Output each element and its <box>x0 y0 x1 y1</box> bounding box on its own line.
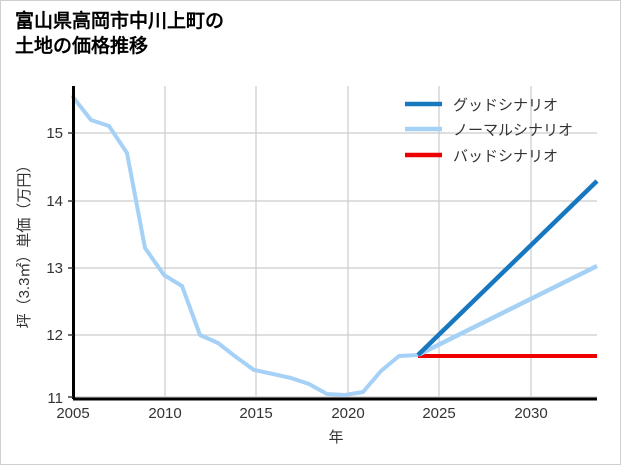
axis-spines <box>72 86 597 401</box>
x-tick-label: 2015 <box>239 405 272 422</box>
series-historical-line <box>71 95 420 397</box>
y-tick-label: 11 <box>47 390 63 407</box>
y-tick-marks <box>68 132 73 398</box>
y-axis-label: 坪（3.3㎡）単価（万円） <box>16 158 33 329</box>
legend-label-good-scenario: グッドシナリオ <box>453 97 558 114</box>
x-tick-label: 2005 <box>56 405 89 422</box>
y-tick-label: 15 <box>46 125 63 142</box>
y-tick-label: 14 <box>46 193 63 210</box>
legend-label-bad-scenario: バッドシナリオ <box>453 148 558 165</box>
x-tick-label: 2025 <box>422 405 455 422</box>
y-tick-labels: 15 14 13 12 11 <box>46 125 63 407</box>
y-tick-label: 12 <box>46 327 63 344</box>
legend-label-normal-scenario: ノーマルシナリオ <box>453 122 573 139</box>
series-good-scenario-line <box>416 179 599 357</box>
x-tick-label: 2020 <box>331 405 364 422</box>
chart-legend: グッドシナリオ ノーマルシナリオ バッドシナリオ <box>405 97 573 165</box>
x-axis-label: 年 <box>328 429 343 446</box>
series-normal-scenario-line <box>416 263 599 358</box>
x-tick-labels: 2005 2010 2015 2020 2025 2030 <box>56 405 547 422</box>
x-tick-label: 2030 <box>514 405 547 422</box>
y-tick-label: 13 <box>46 260 63 277</box>
chart-title: 富山県高岡市中川上町の 土地の価格推移 <box>15 11 225 58</box>
x-tick-label: 2010 <box>148 405 181 422</box>
